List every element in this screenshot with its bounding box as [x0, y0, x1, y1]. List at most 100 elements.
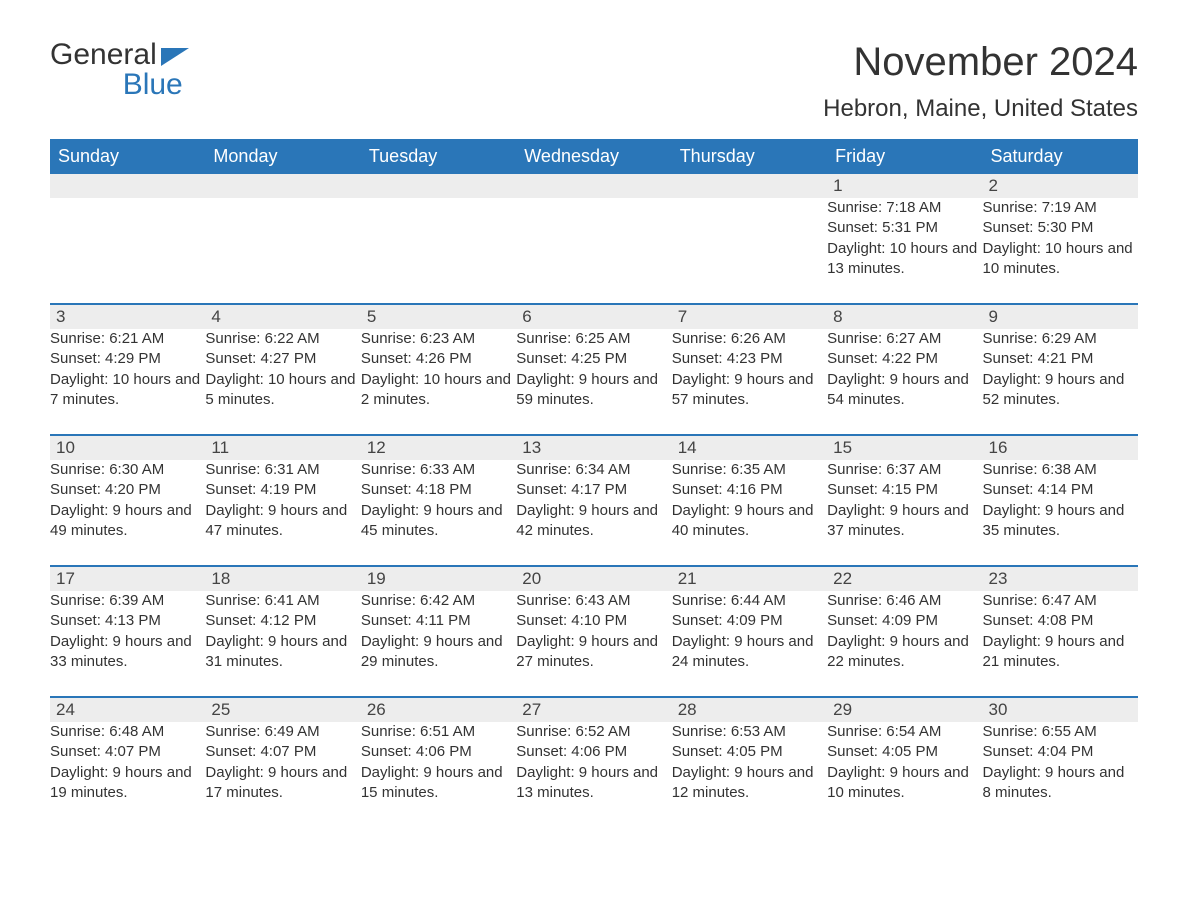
day-cell: Sunrise: 6:51 AMSunset: 4:06 PMDaylight:…	[361, 722, 516, 827]
day-number: 4	[205, 305, 360, 329]
sunset-text: Sunset: 4:06 PM	[361, 742, 514, 762]
sunrise-text: Sunrise: 6:52 AM	[516, 722, 669, 742]
day-cell: Sunrise: 6:26 AMSunset: 4:23 PMDaylight:…	[672, 329, 827, 434]
weekday-header-row: SundayMondayTuesdayWednesdayThursdayFrid…	[50, 139, 1138, 174]
sunset-text: Sunset: 4:21 PM	[983, 349, 1136, 369]
day-cell: Sunrise: 6:35 AMSunset: 4:16 PMDaylight:…	[672, 460, 827, 565]
day-cell: Sunrise: 7:19 AMSunset: 5:30 PMDaylight:…	[983, 198, 1138, 303]
header: General Blue November 2024 Hebron, Maine…	[50, 40, 1138, 129]
sunset-text: Sunset: 5:31 PM	[827, 218, 980, 238]
week-daynum-row: 3456789	[50, 303, 1138, 329]
week-row: Sunrise: 7:18 AMSunset: 5:31 PMDaylight:…	[50, 198, 1138, 303]
sunset-text: Sunset: 4:22 PM	[827, 349, 980, 369]
day-cell: Sunrise: 6:33 AMSunset: 4:18 PMDaylight:…	[361, 460, 516, 565]
daylight-text: Daylight: 9 hours and 59 minutes.	[516, 370, 669, 411]
day-cell: Sunrise: 6:53 AMSunset: 4:05 PMDaylight:…	[672, 722, 827, 827]
sunset-text: Sunset: 4:20 PM	[50, 480, 203, 500]
daylight-text: Daylight: 9 hours and 31 minutes.	[205, 632, 358, 673]
day-cell: Sunrise: 6:54 AMSunset: 4:05 PMDaylight:…	[827, 722, 982, 827]
sunrise-text: Sunrise: 7:18 AM	[827, 198, 980, 218]
daylight-text: Daylight: 10 hours and 2 minutes.	[361, 370, 514, 411]
sunset-text: Sunset: 4:08 PM	[983, 611, 1136, 631]
sunrise-text: Sunrise: 6:21 AM	[50, 329, 203, 349]
calendar-grid: SundayMondayTuesdayWednesdayThursdayFrid…	[50, 139, 1138, 827]
weekday-header: Wednesday	[516, 139, 671, 174]
sunrise-text: Sunrise: 6:49 AM	[205, 722, 358, 742]
day-number: 2	[983, 174, 1138, 198]
daylight-text: Daylight: 9 hours and 40 minutes.	[672, 501, 825, 542]
day-cell	[361, 198, 516, 303]
sunrise-text: Sunrise: 6:55 AM	[983, 722, 1136, 742]
day-number: 29	[827, 698, 982, 722]
sunrise-text: Sunrise: 6:26 AM	[672, 329, 825, 349]
sunrise-text: Sunrise: 6:51 AM	[361, 722, 514, 742]
daylight-text: Daylight: 9 hours and 22 minutes.	[827, 632, 980, 673]
sunrise-text: Sunrise: 6:54 AM	[827, 722, 980, 742]
daylight-text: Daylight: 9 hours and 29 minutes.	[361, 632, 514, 673]
day-number	[205, 174, 360, 198]
daylight-text: Daylight: 9 hours and 49 minutes.	[50, 501, 203, 542]
logo-bottom-text: Blue	[50, 70, 189, 100]
logo: General Blue	[50, 40, 189, 100]
day-number: 14	[672, 436, 827, 460]
daylight-text: Daylight: 9 hours and 57 minutes.	[672, 370, 825, 411]
day-cell: Sunrise: 6:27 AMSunset: 4:22 PMDaylight:…	[827, 329, 982, 434]
sunset-text: Sunset: 4:10 PM	[516, 611, 669, 631]
sunrise-text: Sunrise: 6:25 AM	[516, 329, 669, 349]
day-cell: Sunrise: 6:31 AMSunset: 4:19 PMDaylight:…	[205, 460, 360, 565]
daylight-text: Daylight: 9 hours and 15 minutes.	[361, 763, 514, 804]
sunset-text: Sunset: 4:05 PM	[827, 742, 980, 762]
sunset-text: Sunset: 4:14 PM	[983, 480, 1136, 500]
daylight-text: Daylight: 9 hours and 21 minutes.	[983, 632, 1136, 673]
daylight-text: Daylight: 9 hours and 24 minutes.	[672, 632, 825, 673]
daylight-text: Daylight: 9 hours and 54 minutes.	[827, 370, 980, 411]
day-cell	[205, 198, 360, 303]
day-number: 8	[827, 305, 982, 329]
sunset-text: Sunset: 4:23 PM	[672, 349, 825, 369]
weekday-header: Monday	[205, 139, 360, 174]
daylight-text: Daylight: 9 hours and 19 minutes.	[50, 763, 203, 804]
daylight-text: Daylight: 9 hours and 10 minutes.	[827, 763, 980, 804]
sunset-text: Sunset: 4:26 PM	[361, 349, 514, 369]
day-cell: Sunrise: 6:25 AMSunset: 4:25 PMDaylight:…	[516, 329, 671, 434]
daylight-text: Daylight: 9 hours and 27 minutes.	[516, 632, 669, 673]
day-cell: Sunrise: 6:49 AMSunset: 4:07 PMDaylight:…	[205, 722, 360, 827]
sunrise-text: Sunrise: 6:42 AM	[361, 591, 514, 611]
sunrise-text: Sunrise: 6:46 AM	[827, 591, 980, 611]
sunrise-text: Sunrise: 6:43 AM	[516, 591, 669, 611]
daylight-text: Daylight: 9 hours and 45 minutes.	[361, 501, 514, 542]
day-number: 25	[205, 698, 360, 722]
day-number: 17	[50, 567, 205, 591]
daylight-text: Daylight: 9 hours and 35 minutes.	[983, 501, 1136, 542]
week-row: Sunrise: 6:21 AMSunset: 4:29 PMDaylight:…	[50, 329, 1138, 434]
sunrise-text: Sunrise: 6:31 AM	[205, 460, 358, 480]
day-cell: Sunrise: 6:46 AMSunset: 4:09 PMDaylight:…	[827, 591, 982, 696]
daylight-text: Daylight: 9 hours and 37 minutes.	[827, 501, 980, 542]
location-subtitle: Hebron, Maine, United States	[823, 95, 1138, 123]
daylight-text: Daylight: 10 hours and 7 minutes.	[50, 370, 203, 411]
week-daynum-row: 24252627282930	[50, 696, 1138, 722]
sunset-text: Sunset: 4:11 PM	[361, 611, 514, 631]
sunrise-text: Sunrise: 6:47 AM	[983, 591, 1136, 611]
day-number: 16	[983, 436, 1138, 460]
day-cell: Sunrise: 6:30 AMSunset: 4:20 PMDaylight:…	[50, 460, 205, 565]
day-cell: Sunrise: 6:43 AMSunset: 4:10 PMDaylight:…	[516, 591, 671, 696]
day-number	[516, 174, 671, 198]
sunrise-text: Sunrise: 6:33 AM	[361, 460, 514, 480]
weekday-header: Saturday	[983, 139, 1138, 174]
sunrise-text: Sunrise: 6:44 AM	[672, 591, 825, 611]
sunrise-text: Sunrise: 6:37 AM	[827, 460, 980, 480]
sunrise-text: Sunrise: 7:19 AM	[983, 198, 1136, 218]
day-cell: Sunrise: 6:22 AMSunset: 4:27 PMDaylight:…	[205, 329, 360, 434]
day-cell: Sunrise: 6:47 AMSunset: 4:08 PMDaylight:…	[983, 591, 1138, 696]
day-cell	[516, 198, 671, 303]
day-cell: Sunrise: 6:55 AMSunset: 4:04 PMDaylight:…	[983, 722, 1138, 827]
day-number: 6	[516, 305, 671, 329]
daylight-text: Daylight: 9 hours and 17 minutes.	[205, 763, 358, 804]
daylight-text: Daylight: 9 hours and 47 minutes.	[205, 501, 358, 542]
day-cell: Sunrise: 6:39 AMSunset: 4:13 PMDaylight:…	[50, 591, 205, 696]
logo-top: General	[50, 40, 189, 70]
week-row: Sunrise: 6:48 AMSunset: 4:07 PMDaylight:…	[50, 722, 1138, 827]
daylight-text: Daylight: 10 hours and 13 minutes.	[827, 239, 980, 280]
sunset-text: Sunset: 4:27 PM	[205, 349, 358, 369]
